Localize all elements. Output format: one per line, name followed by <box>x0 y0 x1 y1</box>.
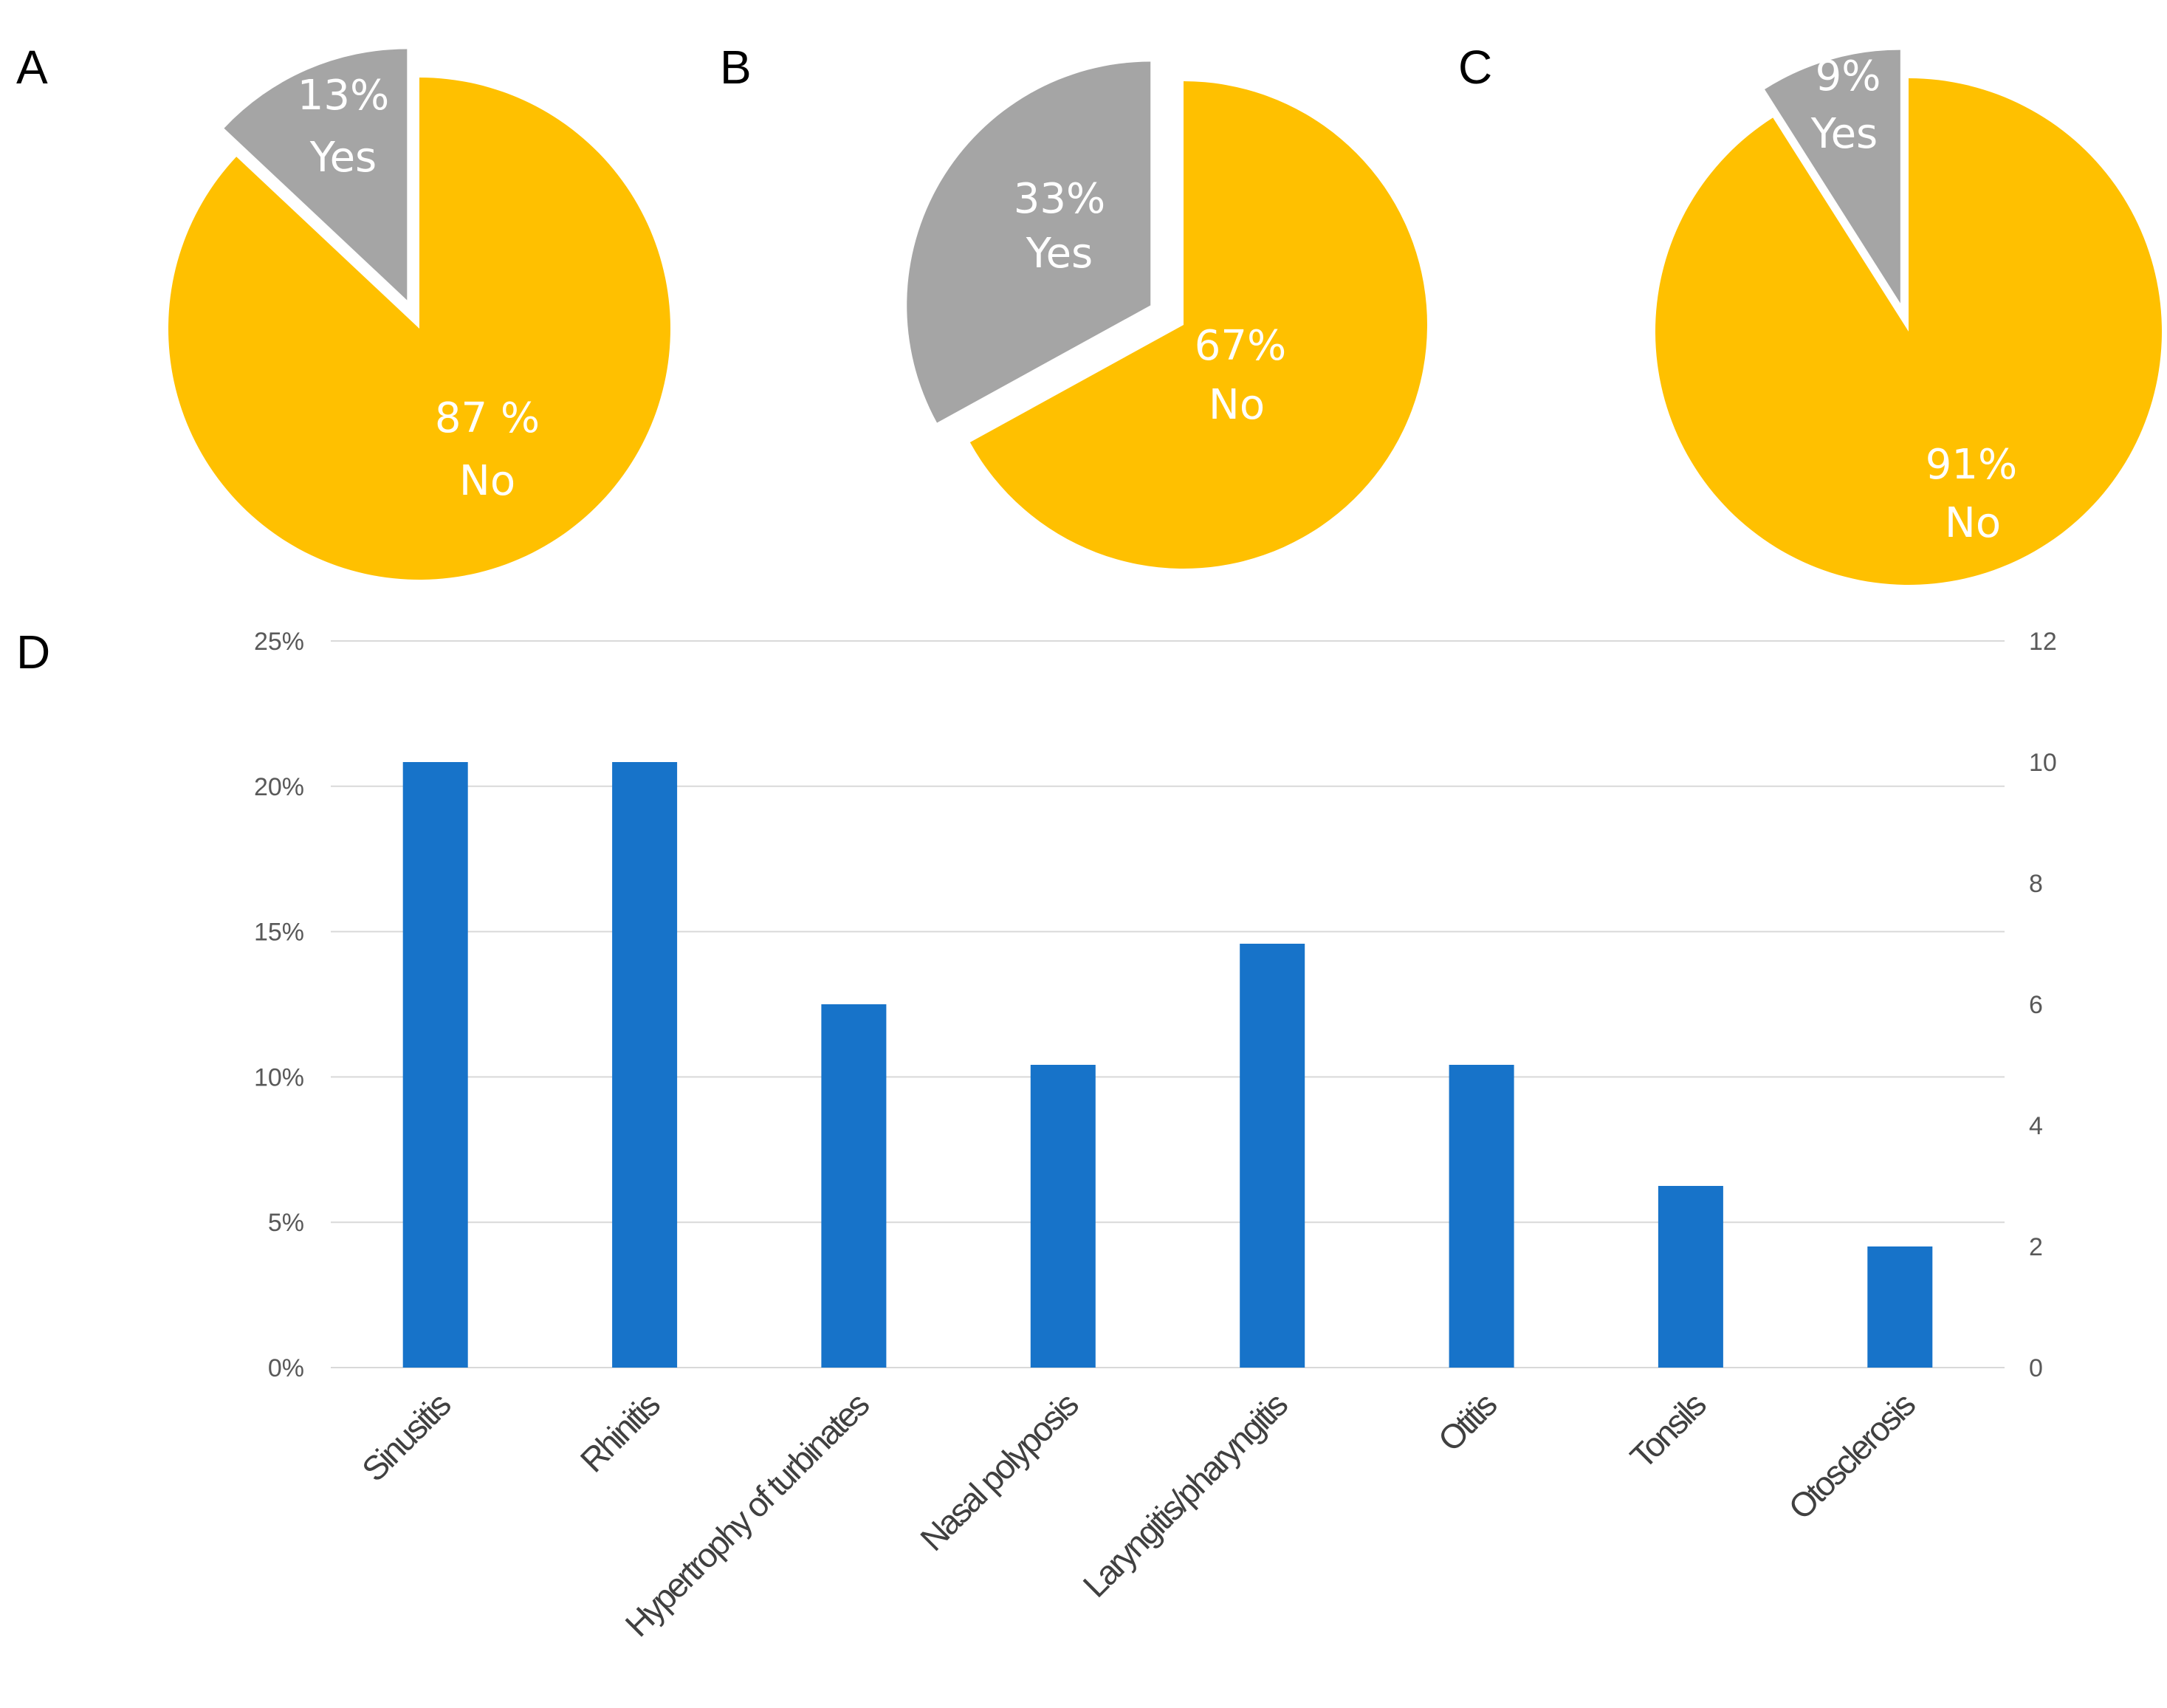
bar-chart-d: 0% 5% 10% 15% 20% 25% 0 2 4 6 8 10 12 Sinusitis Rhin… <box>254 628 2057 1644</box>
pie-b-no-percent: 67% <box>1195 322 1286 370</box>
pie-b-yes-percent: 33% <box>1014 175 1105 223</box>
pie-b-no-label: No <box>1209 381 1265 429</box>
bar-hypertrophy-of-turbinates <box>821 1004 887 1368</box>
panel-letter-b: B <box>720 41 752 94</box>
y-left-tick-label: 0% <box>268 1354 304 1382</box>
bar-otitis <box>1449 1065 1514 1368</box>
y-axis-right-ticks: 0 2 4 6 8 10 12 <box>2029 628 2057 1382</box>
y-left-tick-label: 20% <box>254 773 304 801</box>
pie-a-slice-yes <box>224 49 408 301</box>
pie-b-slice-no <box>969 80 1428 569</box>
bars <box>402 762 1933 1368</box>
category-label: Otosclerosis <box>1781 1385 1923 1527</box>
y-left-tick-label: 15% <box>254 919 304 947</box>
pie-c-slice-yes <box>1765 49 1900 303</box>
y-left-tick-label: 10% <box>254 1063 304 1091</box>
pie-b-slice-yes <box>907 61 1151 423</box>
y-right-tick-label: 4 <box>2029 1112 2043 1140</box>
y-right-tick-label: 12 <box>2029 628 2057 656</box>
bar-laryngitis-pharyngitis <box>1240 944 1305 1368</box>
y-right-tick-label: 2 <box>2029 1233 2043 1261</box>
pie-a-no-label: No <box>459 457 515 505</box>
pie-chart-a: 13% Yes 87 % No <box>168 49 670 580</box>
pie-c-no-label: No <box>1945 499 2001 547</box>
y-right-tick-label: 10 <box>2029 749 2057 777</box>
category-label: Rhinitis <box>573 1385 667 1480</box>
category-label: Tonsils <box>1623 1385 1714 1476</box>
pie-c-no-percent: 91% <box>1926 441 2017 489</box>
pie-a-no-percent: 87 % <box>435 394 540 442</box>
category-label: Sinusitis <box>354 1385 458 1489</box>
pie-a-yes-percent: 13% <box>298 72 389 120</box>
bar-sinusitis <box>402 762 468 1368</box>
pie-c-yes-label: Yes <box>1810 110 1878 158</box>
pie-a-yes-label: Yes <box>309 134 377 182</box>
bar-rhinitis <box>612 762 678 1368</box>
category-label: Otitis <box>1431 1385 1505 1459</box>
bar-otosclerosis <box>1867 1246 1933 1368</box>
pie-c-yes-percent: 9% <box>1816 52 1881 100</box>
y-right-tick-label: 8 <box>2029 870 2043 898</box>
y-left-tick-label: 25% <box>254 628 304 656</box>
panel-letter-d: D <box>16 625 50 679</box>
panel-letter-c: C <box>1458 41 1492 94</box>
gridlines <box>331 640 2005 1368</box>
pie-chart-c: 9% Yes 91% No <box>1655 49 2163 585</box>
y-left-tick-label: 5% <box>268 1209 304 1237</box>
pie-a-slice-no <box>168 78 670 580</box>
bar-nasal-polyposis <box>1030 1065 1096 1368</box>
category-label: Laryngitis/pharyngitis <box>1076 1385 1295 1605</box>
y-axis-left-ticks: 0% 5% 10% 15% 20% 25% <box>254 628 304 1382</box>
y-right-tick-label: 0 <box>2029 1354 2043 1382</box>
category-label: Hypertrophy of turbinates <box>618 1385 876 1644</box>
pie-c-slice-no <box>1655 78 2163 585</box>
panel-letter-a: A <box>16 41 48 94</box>
pie-b-yes-label: Yes <box>1026 230 1093 278</box>
pie-chart-b: 33% Yes 67% No <box>907 61 1428 569</box>
category-label: Nasal polyposis <box>913 1385 1085 1558</box>
bar-tonsils <box>1658 1186 1723 1368</box>
y-right-tick-label: 6 <box>2029 991 2043 1019</box>
